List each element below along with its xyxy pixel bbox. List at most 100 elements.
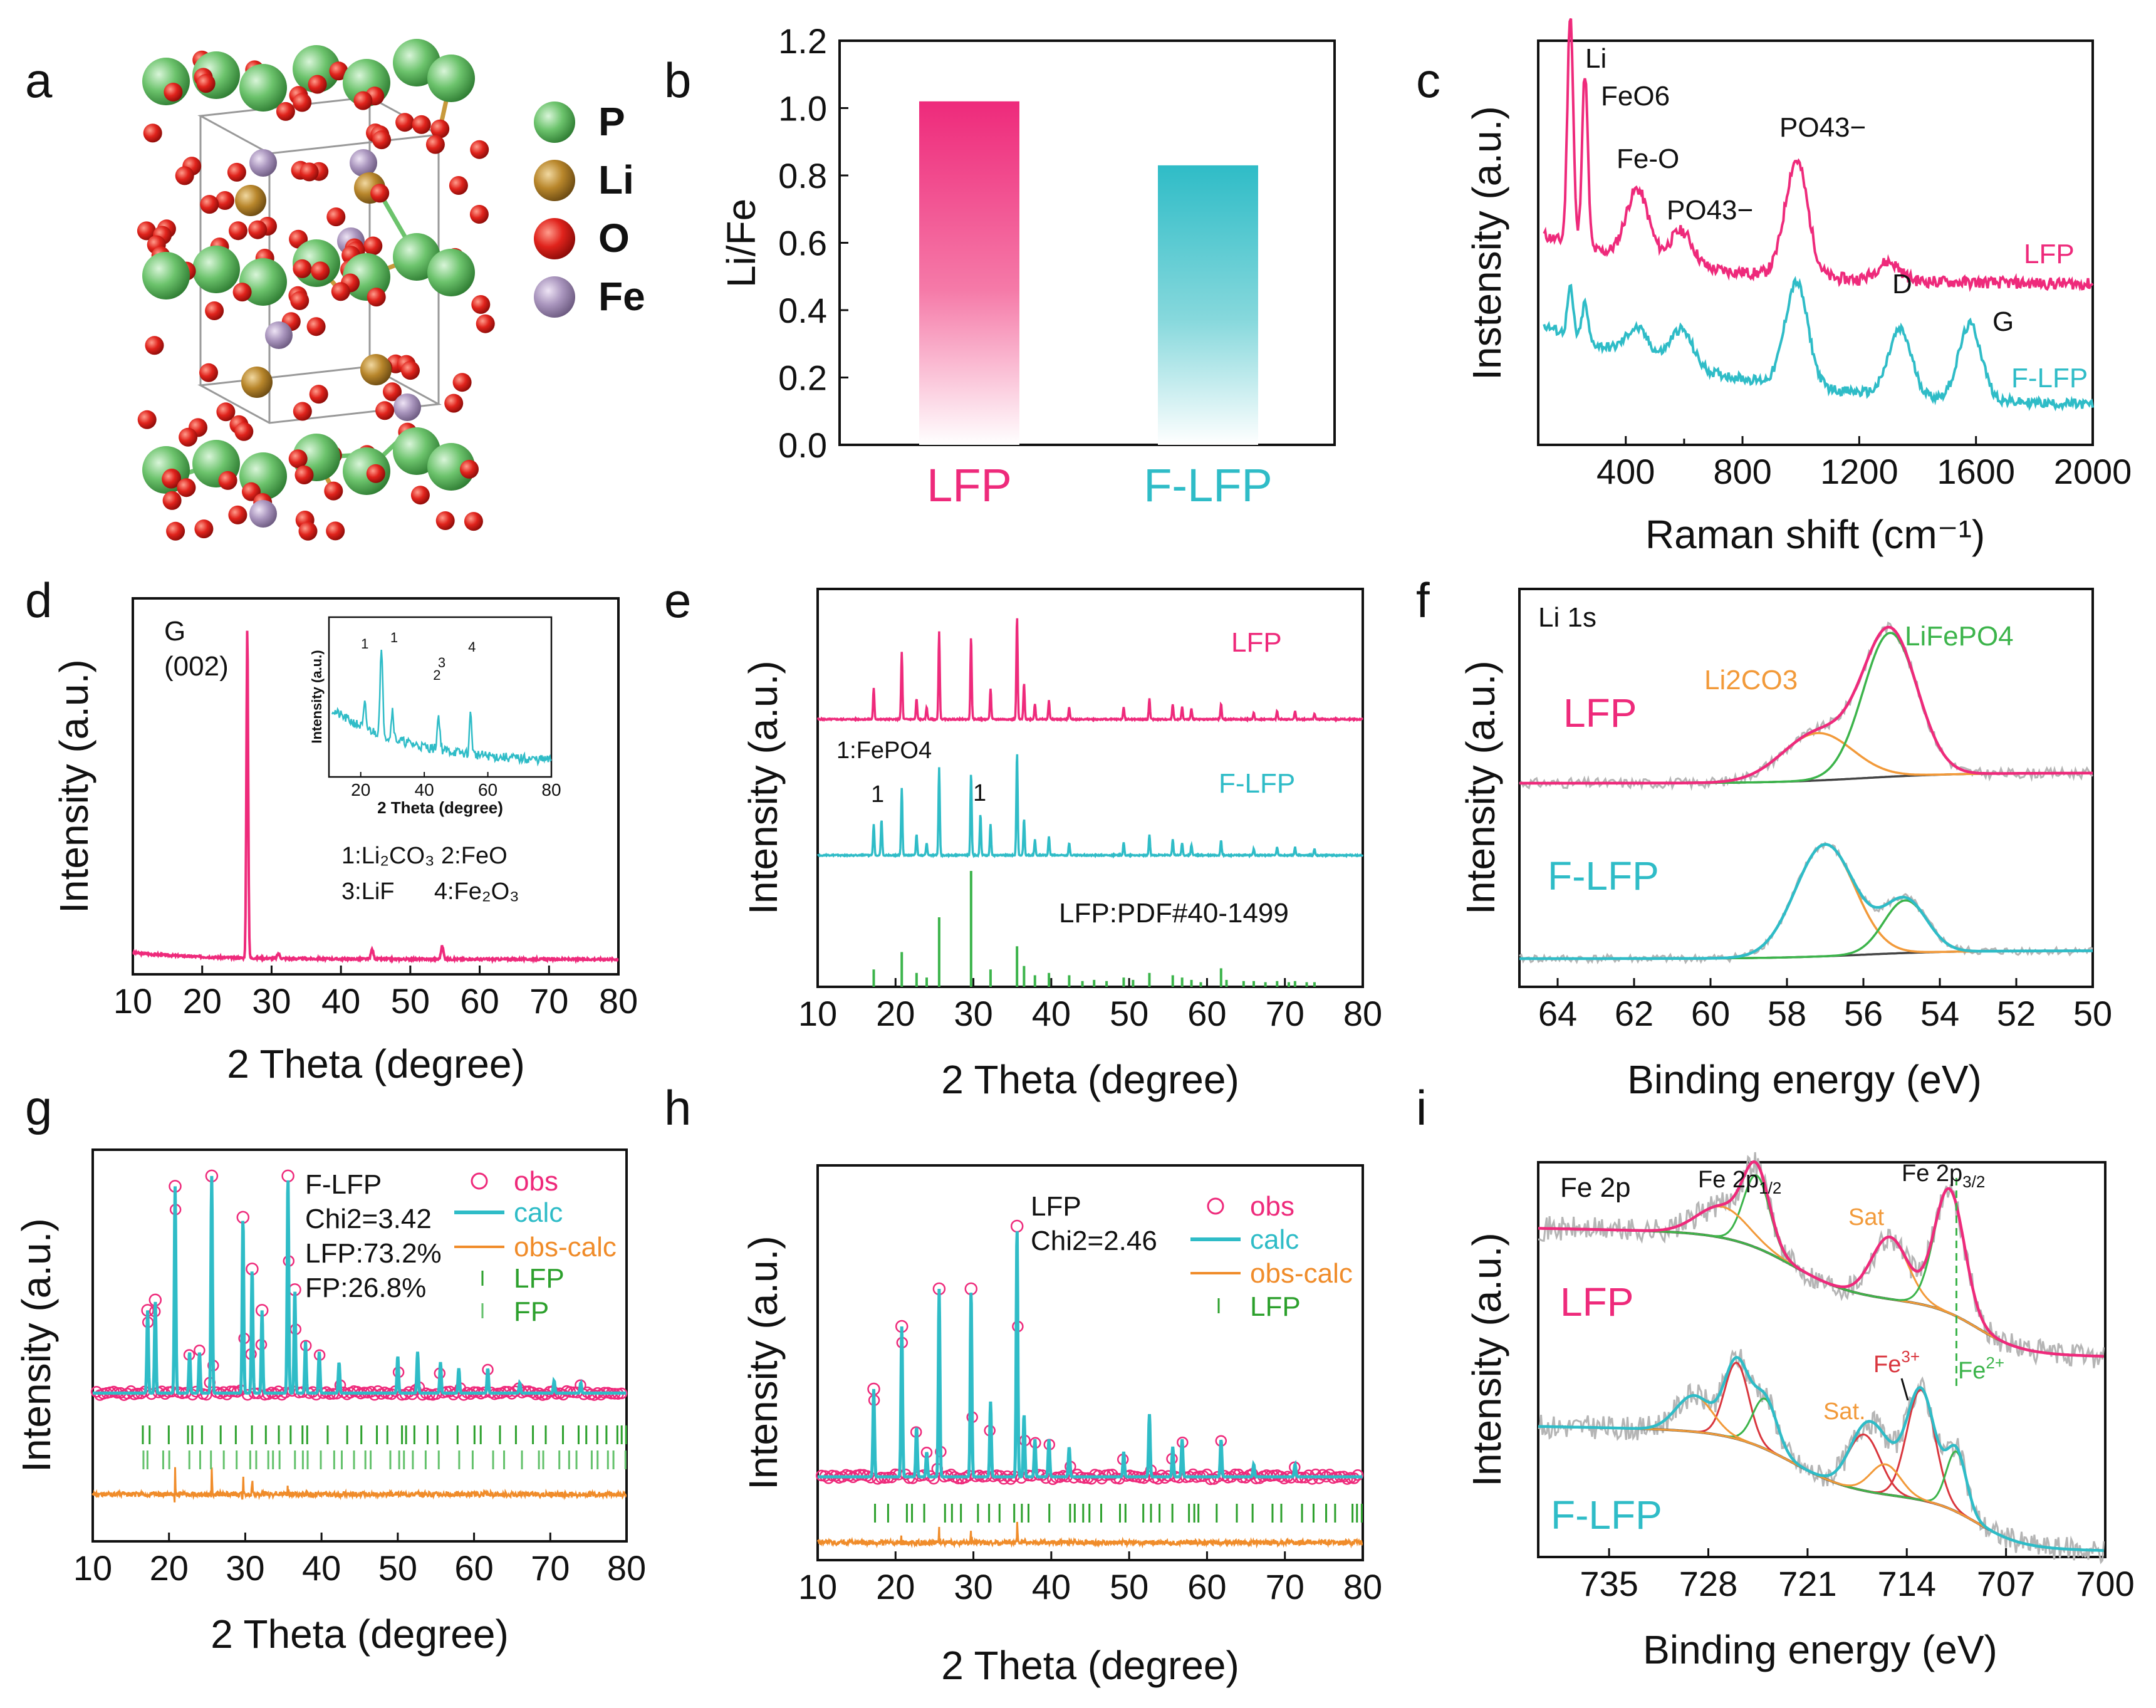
- chart-h-legend-obs-marker: [1207, 1197, 1224, 1215]
- chart-i-label-sat2: Sat.: [1823, 1398, 1866, 1425]
- oxygen-atom: [229, 221, 247, 241]
- chart-f-xtick-label: 52: [1997, 994, 2036, 1033]
- oxygen-atom: [143, 123, 162, 143]
- chart-h-calc: [818, 1231, 1363, 1479]
- chart-f-title: Li 1s: [1538, 602, 1596, 633]
- chart-b-category-lfp: LFP: [927, 459, 1012, 511]
- chart-b-ytick-label: 1.0: [778, 89, 827, 128]
- chart-f-xtick-label: 64: [1538, 994, 1577, 1033]
- oxygen-atom: [469, 205, 489, 224]
- chart-g-ylabel: Intensity (a.u.): [14, 1218, 59, 1472]
- oxygen-atom: [326, 521, 345, 541]
- chart-c-ann-feo: Fe-O: [1617, 143, 1679, 174]
- chart-f-xlabel: Binding energy (eV): [1627, 1057, 1982, 1102]
- chart-d-xtick-label: 50: [391, 981, 430, 1021]
- chart-i-fe3-arrow: [1900, 1378, 1909, 1401]
- chart-b: 0.0 0.2 0.4 0.6 0.8 1.0 1.2: [778, 21, 1336, 465]
- chart-i: 735 728 721 714 707 700: [1537, 1152, 2135, 1603]
- chart-f-xtick-label: 54: [1920, 994, 1959, 1033]
- chart-i-xtick-label: 735: [1580, 1564, 1638, 1603]
- chart-g-legend: obs calc obs-calc LFP FP: [454, 1166, 617, 1327]
- chart-e-label-fepo4: 1:FePO4: [836, 737, 932, 764]
- oxygen-atom: [234, 422, 254, 441]
- chart-d-peak-label2: (002): [164, 651, 229, 682]
- chart-b-bar-lfp: [919, 101, 1019, 445]
- chart-f-ylabel: Intensity (a.u.): [1458, 660, 1503, 915]
- chart-f-label-lfp: LFP: [1563, 690, 1637, 736]
- panel-label-c: c: [1416, 53, 1440, 108]
- chart-d-inset-peak-label: 3: [438, 655, 445, 670]
- panel-label-g: g: [25, 1080, 52, 1135]
- chart-e-xtick-label: 70: [1266, 994, 1305, 1033]
- panel-label-f: f: [1416, 573, 1430, 628]
- chart-i-xtick-label: 714: [1878, 1564, 1936, 1603]
- lithium-atom: [360, 354, 392, 385]
- crystal-structure: [137, 39, 495, 541]
- chart-d-xtick-label: 70: [529, 981, 568, 1021]
- chart-f-fit-lfp: [1519, 625, 2093, 785]
- oxygen-atom: [383, 382, 402, 402]
- chart-f-xtick-label: 56: [1844, 994, 1883, 1033]
- oxygen-atom: [177, 478, 196, 497]
- chart-e-xtick-label: 20: [876, 994, 915, 1033]
- chart-g-calc: [93, 1175, 627, 1395]
- chart-d-xtick-label: 60: [460, 981, 499, 1021]
- chart-d-inset-xtick-label: 40: [415, 780, 434, 799]
- chart-c-ylabel: Instensity (a.u.): [1464, 106, 1509, 380]
- chart-c-xtick-label: 1200: [1820, 452, 1898, 491]
- chart-f-label-flfp: F-LFP: [1548, 853, 1659, 898]
- oxygen-atom: [218, 471, 237, 490]
- chart-e-label-ref: LFP:PDF#40-1499: [1059, 898, 1289, 929]
- chart-g-legend-calc: calc: [514, 1197, 563, 1228]
- oxygen-atom: [290, 291, 310, 310]
- oxygen-atom: [162, 469, 181, 489]
- chart-h-frame: [816, 1164, 1364, 1561]
- oxygen-atom: [166, 521, 185, 541]
- chart-d-xlabel: 2 Theta (degree): [227, 1041, 525, 1086]
- chart-f-xtick-label: 50: [2073, 994, 2112, 1033]
- chart-h-obs-point: [1113, 1472, 1125, 1485]
- chart-h-xtick-label: 40: [1032, 1567, 1071, 1606]
- oxygen-atom: [363, 236, 383, 256]
- oxygen-atom: [293, 402, 312, 421]
- chart-f-label-lifepo4: LiFePO4: [1905, 621, 2014, 652]
- oxygen-atom: [288, 449, 308, 469]
- chart-c-ann-d: D: [1892, 269, 1912, 299]
- phosphorus-atom: [427, 55, 475, 102]
- chart-g-info-1: Chi2=3.42: [305, 1204, 432, 1234]
- chart-g-legend-diff: obs-calc: [514, 1232, 617, 1263]
- chart-g-info-3: FP:26.8%: [305, 1273, 426, 1303]
- panel-label-a: a: [25, 53, 53, 108]
- chart-g-xtick-label: 30: [226, 1548, 264, 1588]
- chart-b-frame: [838, 39, 1336, 446]
- chart-d-inset-peak-label: 1: [390, 630, 398, 645]
- chart-g: 10 20 30 40 50 60 70 80: [73, 1148, 646, 1588]
- oxygen-atom: [276, 102, 295, 121]
- chart-e-xlabel: 2 Theta (degree): [941, 1057, 1239, 1102]
- oxygen-atom: [293, 93, 312, 112]
- oxygen-atom: [331, 282, 350, 301]
- chart-f-xtick-label: 60: [1691, 994, 1730, 1033]
- chart-e-series-lfp: [816, 618, 1364, 723]
- chart-g-xtick-label: 80: [607, 1548, 646, 1588]
- chart-h: 10 20 30 40 50 60 70 80: [798, 1164, 1382, 1606]
- chart-e-xtick-label: 50: [1110, 994, 1148, 1033]
- chart-d-inset-xtick-label: 20: [351, 780, 370, 799]
- panel-label-b: b: [664, 53, 691, 108]
- chart-i-fit-flfp: [1538, 1355, 2104, 1552]
- chart-d-xtick-label: 20: [183, 981, 222, 1021]
- oxygen-atom: [216, 191, 234, 210]
- chart-d-ylabel: Intensity (a.u.): [51, 659, 96, 914]
- chart-e-label-lfp: LFP: [1231, 627, 1282, 658]
- panel-label-i: i: [1416, 1080, 1427, 1135]
- chart-d-inset-ylabel: Intensity (a.u.): [309, 650, 325, 743]
- chart-h-xtick-label: 60: [1187, 1567, 1226, 1606]
- oxygen-atom: [476, 314, 495, 333]
- legend-fe-sphere: [534, 276, 575, 318]
- chart-c-ann-po4-2: PO43−: [1779, 112, 1866, 143]
- chart-g-info-2: LFP:73.2%: [305, 1238, 442, 1269]
- phosphorus-atom: [427, 249, 475, 296]
- chart-h-xlabel: 2 Theta (degree): [941, 1643, 1239, 1688]
- chart-d-inset-peak-label: 1: [361, 636, 368, 652]
